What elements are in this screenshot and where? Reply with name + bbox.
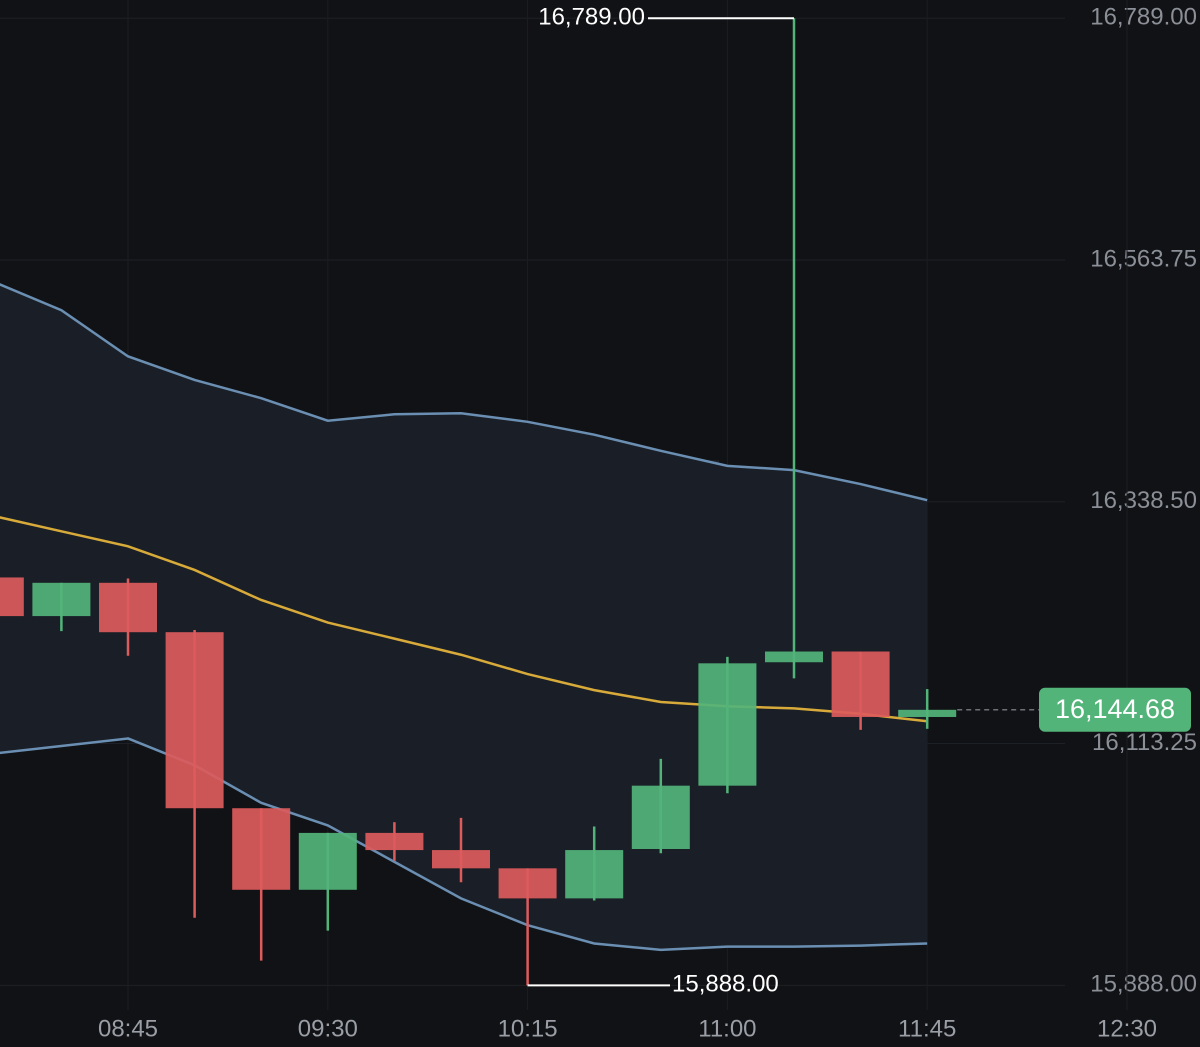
- candle-body: [232, 808, 291, 890]
- candle-body: [498, 868, 557, 899]
- candle-body: [565, 850, 624, 899]
- high-annotation-label: 16,789.00: [538, 4, 645, 31]
- candle-body: [898, 709, 957, 717]
- last-price-label: 16,144.68: [1055, 694, 1175, 724]
- band-line: [0, 516, 928, 723]
- low-annotation-label: 15,888.00: [672, 971, 779, 998]
- x-tick-label: 12:30: [1097, 1015, 1157, 1042]
- candle-body: [831, 651, 890, 717]
- candle-body: [99, 582, 157, 633]
- candle-body: [432, 850, 490, 869]
- band-line: [0, 283, 928, 502]
- y-tick-label: 15,888.00: [1090, 971, 1197, 998]
- last-price-box: [1039, 687, 1191, 732]
- candle-body: [365, 832, 424, 851]
- candle-body: [298, 832, 357, 890]
- candle-body: [631, 785, 690, 850]
- y-tick-label: 16,338.50: [1090, 487, 1197, 514]
- candle-body: [0, 577, 24, 617]
- band-line: [0, 737, 928, 952]
- x-tick-label: 10:15: [498, 1015, 558, 1042]
- candle-body: [698, 663, 757, 786]
- y-tick-label: 16,113.25: [1092, 729, 1197, 756]
- candle-body: [765, 651, 823, 663]
- x-tick-label: 09:30: [298, 1015, 358, 1042]
- x-tick-label: 08:45: [98, 1015, 158, 1042]
- candle-body: [165, 632, 224, 809]
- y-tick-label: 16,563.75: [1090, 245, 1197, 272]
- candle-body: [32, 582, 91, 617]
- band-fill: [0, 284, 928, 950]
- x-tick-label: 11:45: [898, 1015, 956, 1042]
- y-tick-label: 16,789.00: [1090, 4, 1197, 31]
- x-tick-label: 11:00: [698, 1015, 756, 1042]
